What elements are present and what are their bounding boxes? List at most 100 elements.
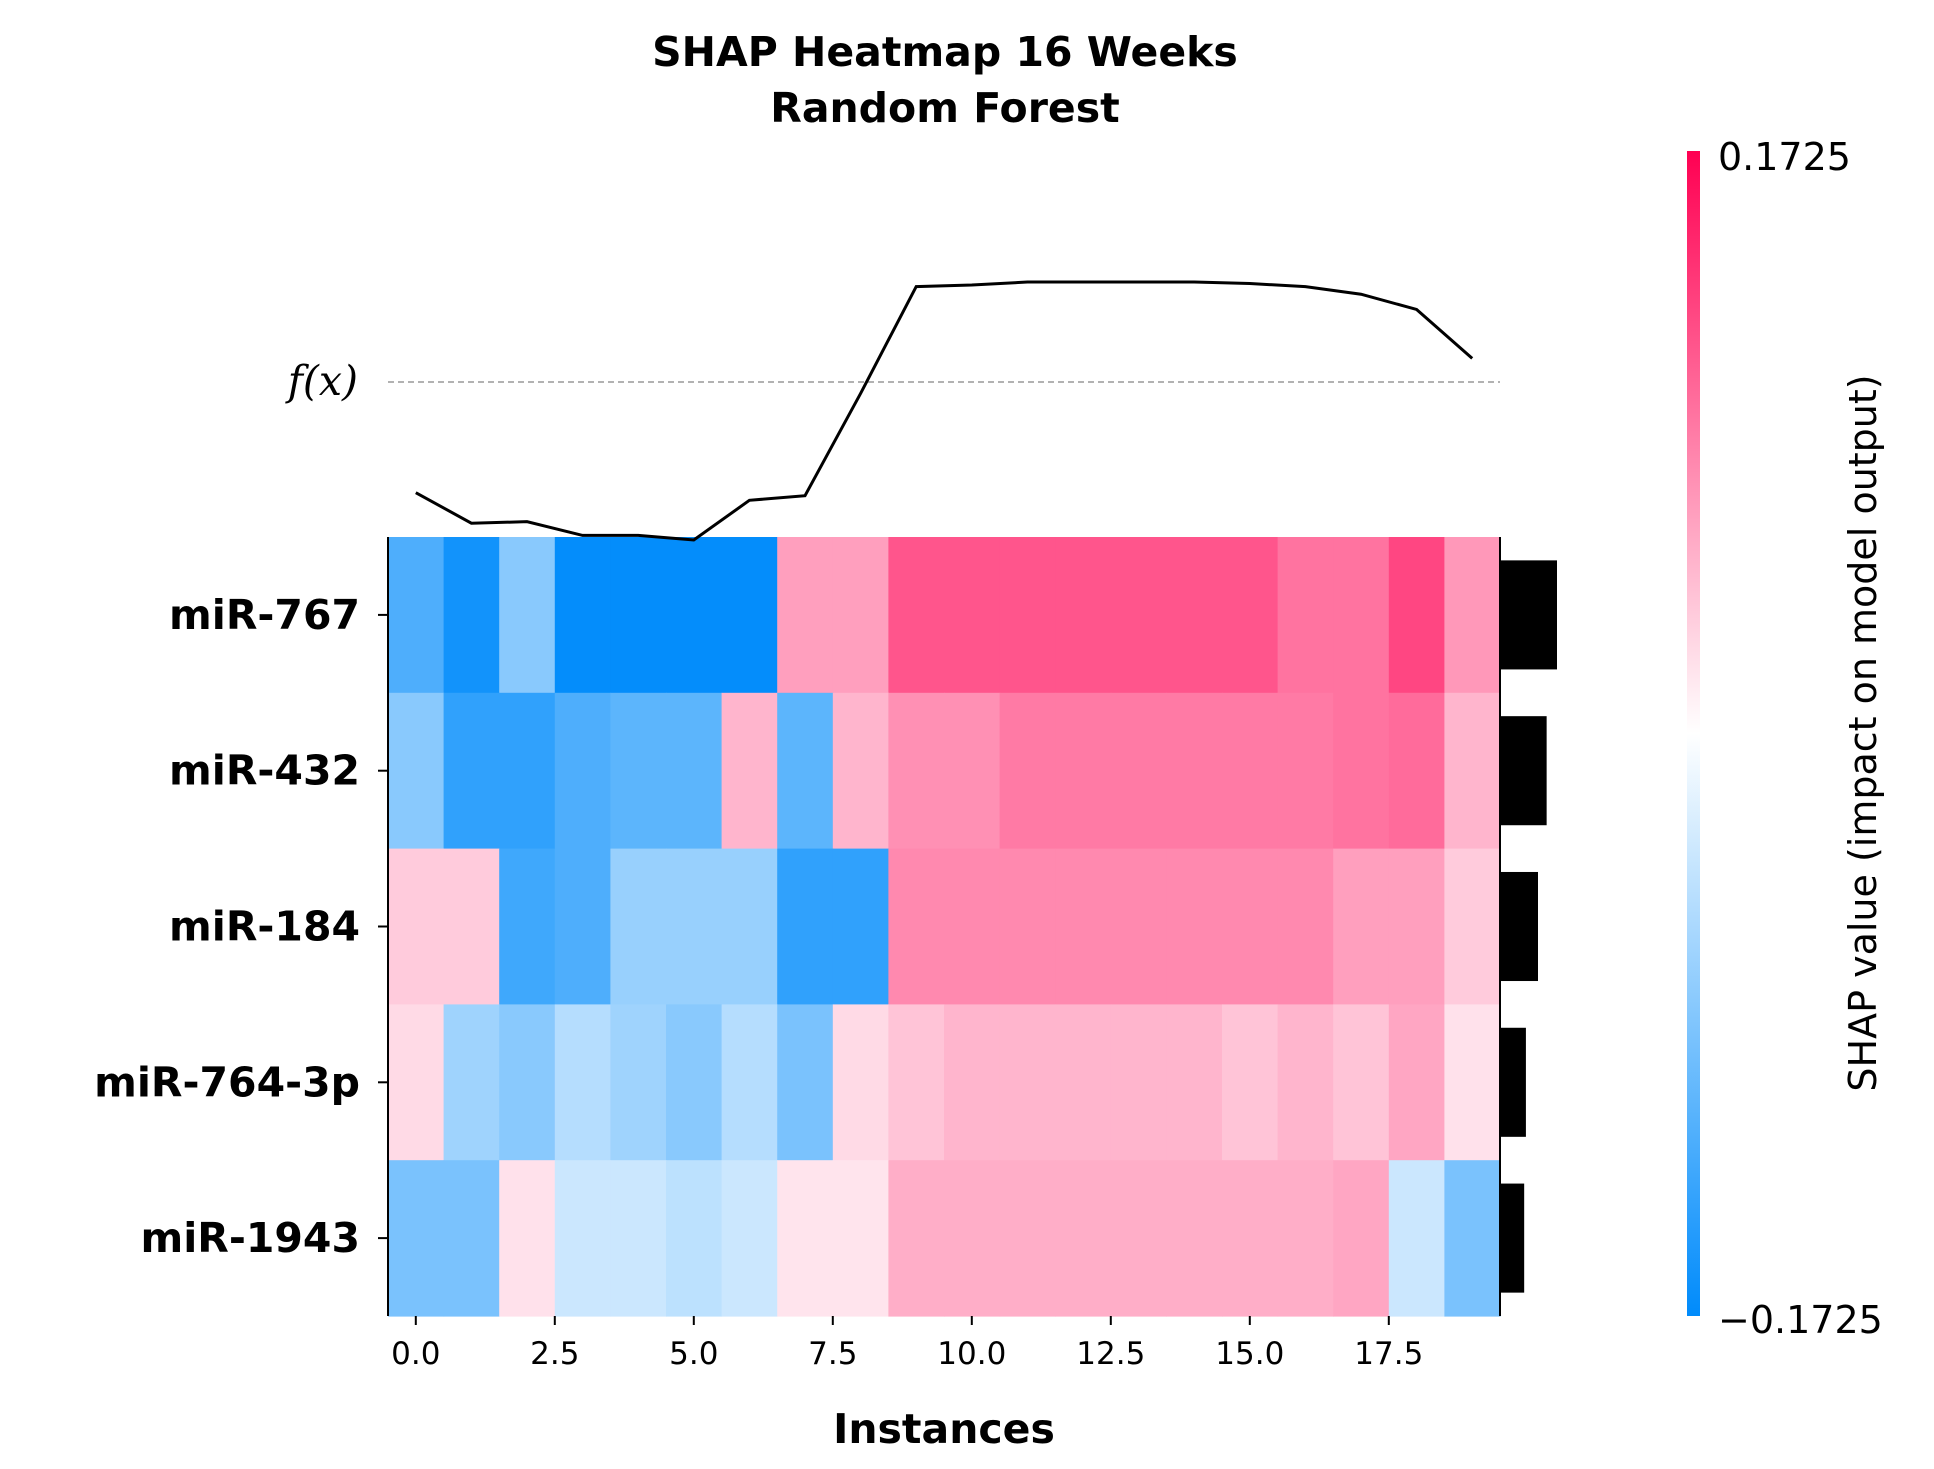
heatmap-cell — [443, 692, 500, 850]
heatmap-cell — [721, 692, 778, 850]
heatmap-cell — [888, 537, 945, 694]
heatmap-cell — [1388, 1004, 1445, 1161]
heatmap-cell — [1166, 537, 1223, 694]
heatmap-cell — [721, 1004, 778, 1161]
heatmap-cell — [944, 1004, 1001, 1161]
heatmap-cell — [721, 1160, 778, 1317]
heatmap-cell — [554, 1160, 611, 1317]
heatmap-cell — [832, 848, 889, 1005]
heatmap-cell — [666, 537, 723, 694]
heatmap-cell — [777, 537, 834, 694]
heatmap-cell — [944, 537, 1001, 694]
heatmap-cell — [1333, 1004, 1390, 1161]
heatmap-cell — [1222, 1004, 1279, 1161]
heatmap-cell — [1277, 848, 1334, 1005]
heatmap-cell — [1333, 537, 1390, 694]
chart-title-line-2: Random Forest — [770, 84, 1119, 132]
heatmap-cell — [1166, 1004, 1223, 1161]
importance-bar — [1500, 1183, 1525, 1293]
x-tick-label: 15.0 — [1215, 1336, 1284, 1372]
colorbar-max-label: 0.1725 — [1718, 135, 1851, 179]
heatmap-cell — [1444, 848, 1501, 1005]
heatmap-cell — [999, 692, 1056, 850]
heatmap-cell — [1277, 537, 1334, 694]
heatmap-cell — [1055, 537, 1112, 694]
heatmap-cell — [1444, 1004, 1501, 1161]
heatmap-cell — [610, 692, 667, 850]
x-tick-label: 2.5 — [530, 1336, 579, 1372]
heatmap-cell — [832, 537, 889, 694]
heatmap-cell — [944, 692, 1001, 850]
heatmap-cell — [554, 848, 611, 1005]
heatmap-cell — [443, 1004, 500, 1161]
heatmap-cell — [1333, 848, 1390, 1005]
heatmap-cell — [999, 1160, 1056, 1317]
heatmap-cell — [1277, 692, 1334, 850]
heatmap-cell — [443, 1160, 500, 1317]
heatmap-cell — [388, 692, 445, 850]
heatmap-cell — [1388, 848, 1445, 1005]
heatmap-cell — [499, 692, 556, 850]
heatmap-cell — [1444, 692, 1501, 850]
heatmap-cell — [443, 537, 500, 694]
heatmap-cell — [1055, 692, 1112, 850]
heatmap-cell — [888, 692, 945, 850]
colorbar-title: SHAP value (impact on model output) — [1841, 374, 1885, 1091]
heatmap-cell — [777, 1160, 834, 1317]
feature-labels: miR-767 miR-432 miR-184 miR-764-3p miR-1943 — [94, 591, 388, 1262]
heatmap-cell — [888, 1160, 945, 1317]
heatmap-cell — [388, 1160, 445, 1317]
heatmap-cell — [499, 1160, 556, 1317]
heatmap-cell — [944, 1160, 1001, 1317]
heatmap-cell — [888, 848, 945, 1005]
heatmap-cell — [1333, 692, 1390, 850]
chart-title-line-1: SHAP Heatmap 16 Weeks — [652, 28, 1238, 76]
heatmap-cell — [499, 537, 556, 694]
heatmap-cell — [944, 848, 1001, 1005]
fx-line — [415, 280, 1474, 542]
heatmap-cell — [499, 848, 556, 1005]
heatmap-cell — [721, 537, 778, 694]
heatmap-cell — [610, 848, 667, 1005]
heatmap-cell — [1166, 692, 1223, 850]
heatmap-cell — [554, 692, 611, 850]
x-tick-label: 10.0 — [937, 1336, 1006, 1372]
heatmap-cell — [388, 1004, 445, 1161]
heatmap-cell — [554, 1004, 611, 1161]
heatmap-cell — [610, 1160, 667, 1317]
heatmap-cell — [832, 1160, 889, 1317]
feature-label: miR-767 — [169, 591, 360, 639]
importance-bar — [1500, 560, 1557, 670]
heatmap-cell — [1055, 1004, 1112, 1161]
feature-label: miR-1943 — [141, 1214, 360, 1262]
heatmap-cell — [1444, 537, 1501, 694]
heatmap-cell — [1166, 1160, 1223, 1317]
heatmap-cell — [610, 1004, 667, 1161]
x-tick-label: 17.5 — [1354, 1336, 1423, 1372]
heatmap-cell — [443, 848, 500, 1005]
x-tick-label: 12.5 — [1076, 1336, 1145, 1372]
heatmap-cell — [1110, 1160, 1167, 1317]
heatmap-cell — [388, 848, 445, 1005]
heatmap-cell — [832, 692, 889, 850]
heatmap-cell — [1055, 848, 1112, 1005]
colorbar — [1687, 151, 1700, 1316]
heatmap-cell — [1222, 537, 1279, 694]
colorbar-min-label: −0.1725 — [1718, 1298, 1883, 1342]
x-tick-label: 7.5 — [808, 1336, 857, 1372]
heatmap-cell — [666, 848, 723, 1005]
heatmap-cell — [610, 537, 667, 694]
heatmap-cell — [666, 1004, 723, 1161]
heatmap-cell — [1388, 1160, 1445, 1317]
fx-label: f(x) — [285, 357, 358, 405]
heatmap-cell — [388, 537, 445, 694]
heatmap-cell — [1110, 848, 1167, 1005]
heatmap-cells — [388, 537, 1501, 1317]
heatmap-cell — [999, 1004, 1056, 1161]
heatmap-cell — [777, 848, 834, 1005]
x-tick-label: 5.0 — [669, 1336, 718, 1372]
x-axis-ticks: 0.0 2.5 5.0 7.5 10.0 12.5 15.0 17.5 — [391, 1316, 1423, 1372]
heatmap-cell — [1222, 848, 1279, 1005]
heatmap-cell — [1388, 692, 1445, 850]
